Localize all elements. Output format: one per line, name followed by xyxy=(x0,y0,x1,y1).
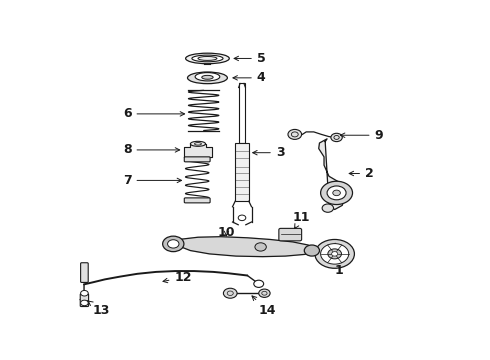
Circle shape xyxy=(255,243,267,251)
FancyBboxPatch shape xyxy=(184,198,210,203)
Ellipse shape xyxy=(186,53,229,64)
Text: 10: 10 xyxy=(218,226,235,239)
Text: 2: 2 xyxy=(349,167,374,180)
Text: 5: 5 xyxy=(234,52,266,65)
Circle shape xyxy=(304,245,319,256)
FancyBboxPatch shape xyxy=(279,228,302,241)
Text: 7: 7 xyxy=(123,174,182,187)
Circle shape xyxy=(327,186,346,200)
Ellipse shape xyxy=(190,141,206,146)
Circle shape xyxy=(315,239,354,268)
Text: 9: 9 xyxy=(341,129,383,142)
Circle shape xyxy=(288,129,302,139)
Circle shape xyxy=(81,300,88,306)
Circle shape xyxy=(163,236,184,252)
Circle shape xyxy=(332,252,338,256)
Ellipse shape xyxy=(195,73,220,81)
Polygon shape xyxy=(172,237,316,257)
Circle shape xyxy=(333,190,341,195)
Circle shape xyxy=(168,240,179,248)
Circle shape xyxy=(223,288,237,298)
Circle shape xyxy=(331,133,343,141)
Ellipse shape xyxy=(188,72,227,84)
Ellipse shape xyxy=(192,55,223,62)
Text: 4: 4 xyxy=(233,71,266,84)
Circle shape xyxy=(81,291,88,296)
Text: 1: 1 xyxy=(334,243,343,276)
Text: 6: 6 xyxy=(123,107,185,120)
FancyBboxPatch shape xyxy=(80,294,89,307)
Polygon shape xyxy=(184,144,212,157)
Ellipse shape xyxy=(202,75,213,79)
Circle shape xyxy=(322,204,334,212)
FancyBboxPatch shape xyxy=(239,84,245,143)
Circle shape xyxy=(328,249,342,259)
Circle shape xyxy=(254,280,264,287)
Circle shape xyxy=(320,181,352,204)
Text: 11: 11 xyxy=(292,211,310,229)
Text: 12: 12 xyxy=(163,271,192,284)
Circle shape xyxy=(259,289,270,297)
Ellipse shape xyxy=(198,57,217,60)
Text: 3: 3 xyxy=(253,146,284,159)
Text: 8: 8 xyxy=(123,143,180,157)
Text: 14: 14 xyxy=(252,296,276,317)
Circle shape xyxy=(320,244,349,264)
FancyBboxPatch shape xyxy=(81,263,88,283)
Polygon shape xyxy=(318,139,345,210)
FancyBboxPatch shape xyxy=(235,143,249,201)
Text: 13: 13 xyxy=(87,301,110,317)
FancyBboxPatch shape xyxy=(184,157,210,162)
